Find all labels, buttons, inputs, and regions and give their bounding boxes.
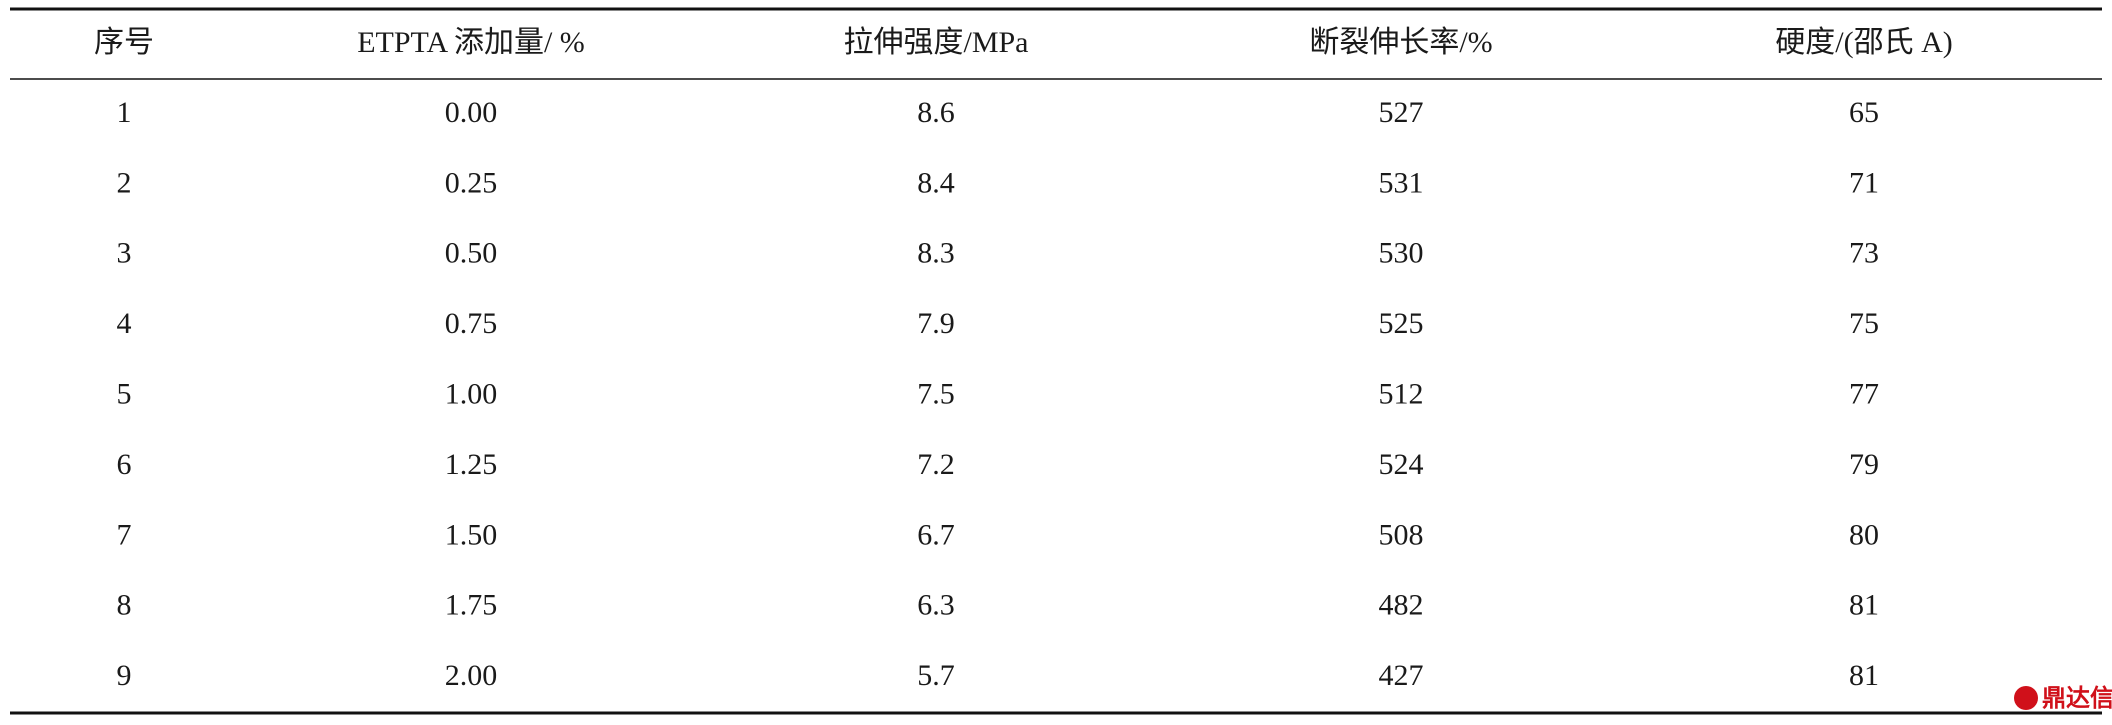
cell: 1	[117, 96, 132, 129]
cell: 7.9	[917, 307, 955, 340]
cell: 5	[117, 377, 132, 410]
cell: 7.2	[917, 448, 955, 481]
cell: 512	[1379, 377, 1424, 410]
cell: 8.6	[917, 96, 955, 129]
cell: 6.7	[917, 518, 955, 551]
cell: 1.75	[445, 589, 498, 622]
cell: 81	[1849, 589, 1879, 622]
cell: 508	[1379, 518, 1424, 551]
cell: 9	[117, 659, 132, 692]
header-cell: 硬度/(邵氏 A)	[1775, 26, 1952, 59]
header-cell: 序号	[94, 26, 154, 59]
cell: 0.00	[445, 96, 498, 129]
header-cell: ETPTA 添加量/ %	[357, 26, 585, 59]
cell: 7	[117, 518, 132, 551]
cell: 80	[1849, 518, 1879, 551]
cell: 79	[1849, 448, 1879, 481]
cell: 1.50	[445, 518, 498, 551]
cell: 525	[1379, 307, 1424, 340]
header-cell: 拉伸强度/MPa	[843, 26, 1028, 59]
cell: 73	[1849, 237, 1879, 270]
cell: 1.00	[445, 377, 498, 410]
header-cell: 断裂伸长率/%	[1309, 26, 1492, 59]
cell: 81	[1849, 659, 1879, 692]
cell: 530	[1379, 237, 1424, 270]
cell: 5.7	[917, 659, 955, 692]
cell: 0.75	[445, 307, 498, 340]
cell: 65	[1849, 96, 1879, 129]
cell: 527	[1379, 96, 1424, 129]
cell: 427	[1379, 659, 1424, 692]
cell: 6.3	[917, 589, 955, 622]
cell: 524	[1379, 448, 1424, 481]
cell: 0.50	[445, 237, 498, 270]
cell: 1.25	[445, 448, 498, 481]
cell: 0.25	[445, 166, 498, 199]
cell: 3	[117, 237, 132, 270]
watermark-logo	[2014, 686, 2038, 710]
cell: 4	[117, 307, 132, 340]
watermark: 鼎达信	[2042, 684, 2112, 712]
cell: 8.3	[917, 237, 955, 270]
cell: 7.5	[917, 377, 955, 410]
cell: 8	[117, 589, 132, 622]
cell: 482	[1379, 589, 1424, 622]
cell: 531	[1379, 166, 1424, 199]
cell: 8.4	[917, 166, 955, 199]
cell: 6	[117, 448, 132, 481]
cell: 2.00	[445, 659, 498, 692]
cell: 71	[1849, 166, 1879, 199]
cell: 77	[1849, 377, 1879, 410]
cell: 2	[117, 166, 132, 199]
cell: 75	[1849, 307, 1879, 340]
